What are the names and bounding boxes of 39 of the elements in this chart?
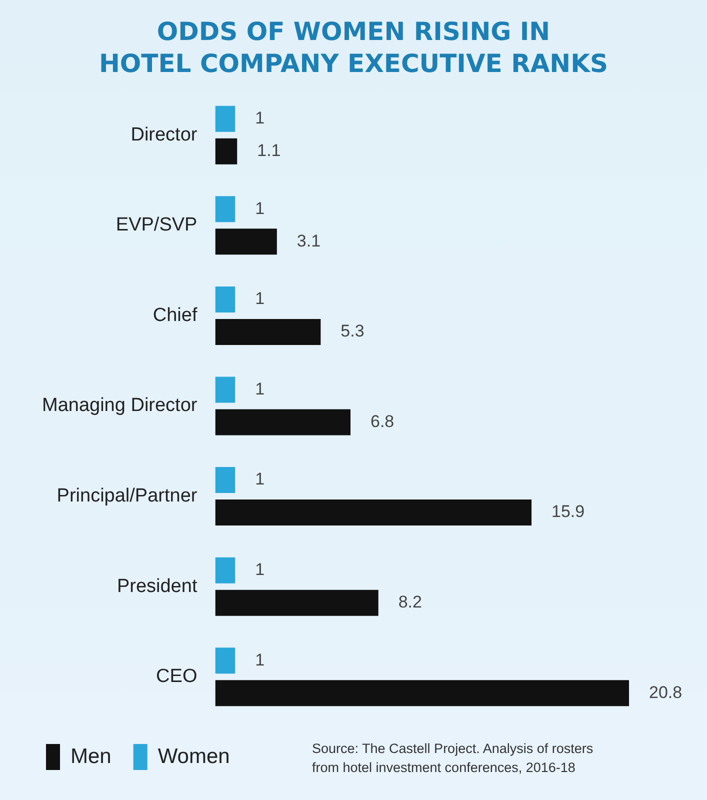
bar bbox=[215, 557, 236, 584]
y-tick-label: Director bbox=[130, 124, 198, 146]
bar bbox=[215, 467, 236, 494]
data-label: 1 bbox=[255, 560, 265, 580]
bar bbox=[215, 138, 238, 164]
chart-title: ODDS OF WOMEN RISING IN HOTEL COMPANY EXECUTIVE RANKS bbox=[98, 16, 609, 80]
data-label: 1 bbox=[255, 108, 265, 128]
bar bbox=[215, 196, 236, 222]
bar bbox=[215, 106, 236, 132]
bar bbox=[215, 409, 351, 436]
bar bbox=[215, 228, 277, 255]
data-label: 6.8 bbox=[370, 412, 394, 431]
source-note: Source: The Castell Project. Analysis of rosters from hotel investment conferences, 2016-18 bbox=[312, 740, 594, 777]
data-label: 5.3 bbox=[340, 322, 364, 341]
legend-label: Women bbox=[158, 744, 230, 768]
data-label: 1 bbox=[255, 198, 265, 218]
data-label: 1 bbox=[255, 379, 265, 398]
data-label: 3.1 bbox=[296, 231, 321, 250]
bar bbox=[215, 500, 532, 526]
y-tick-label: EVP/SVP bbox=[116, 214, 198, 236]
data-label: 1 bbox=[255, 470, 265, 489]
bar bbox=[215, 590, 378, 616]
bar bbox=[215, 680, 629, 706]
data-label: 1.1 bbox=[257, 141, 281, 160]
y-tick-label: Managing Director bbox=[42, 395, 198, 416]
data-label: 1 bbox=[255, 289, 265, 308]
data-label: 1 bbox=[255, 650, 265, 670]
bar bbox=[215, 648, 236, 674]
data-label: 20.8 bbox=[649, 682, 682, 702]
data-label: 8.2 bbox=[398, 592, 422, 612]
data-label: 15.9 bbox=[552, 502, 585, 522]
bar bbox=[215, 286, 236, 312]
legend-label: Men bbox=[70, 744, 112, 768]
y-tick-label: CEO bbox=[156, 666, 198, 688]
bar bbox=[215, 376, 236, 403]
bar bbox=[215, 318, 321, 345]
y-tick-label: President bbox=[116, 576, 198, 597]
y-tick-label: Chief bbox=[152, 304, 198, 326]
y-tick-label: Principal/Partner bbox=[56, 486, 198, 507]
